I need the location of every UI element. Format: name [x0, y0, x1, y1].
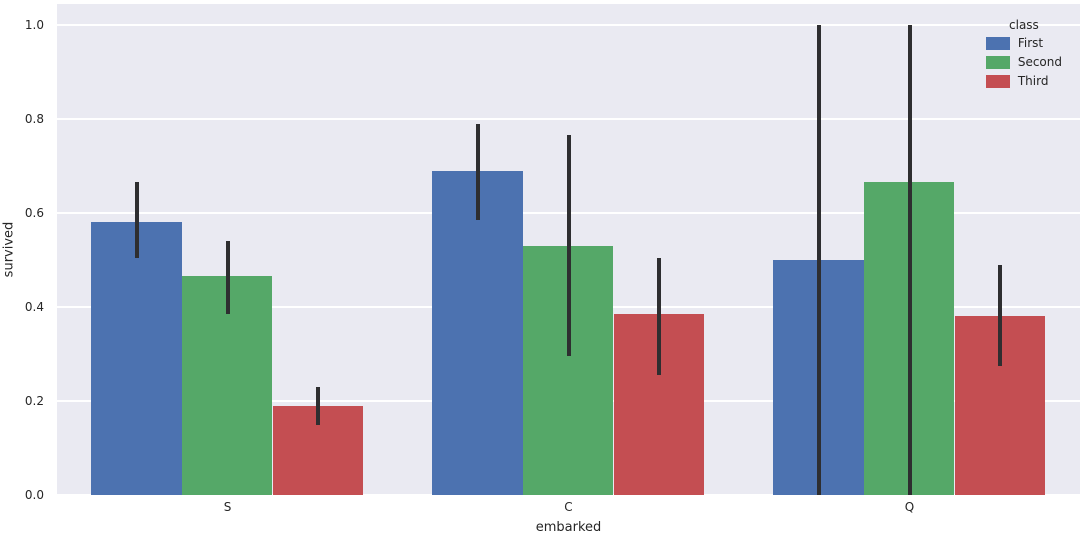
- legend: class First Second Third: [980, 16, 1068, 95]
- legend-label-third: Third: [1017, 74, 1049, 88]
- x-axis-label: embarked: [535, 520, 602, 535]
- gridline-0.0: [57, 494, 1080, 496]
- errorbar-S-third: [316, 386, 321, 425]
- errorbar-C-second: [566, 135, 571, 357]
- errorbar-C-third: [657, 257, 662, 376]
- legend-label-first: First: [1017, 36, 1044, 50]
- legend-title: class: [1009, 18, 1039, 32]
- y-tick-0.6: 0.6: [24, 206, 44, 220]
- y-tick-0.2: 0.2: [24, 394, 44, 408]
- x-tick-Q: Q: [904, 500, 915, 514]
- errorbar-Q-third: [998, 264, 1003, 366]
- errorbar-S-second: [225, 241, 230, 315]
- bar-C-first: [432, 170, 523, 495]
- y-tick-0.8: 0.8: [24, 112, 44, 126]
- errorbar-S-first: [134, 182, 139, 258]
- legend-swatch-second: [985, 55, 1010, 69]
- legend-label-second: Second: [1017, 55, 1062, 69]
- gridline-1.0: [57, 24, 1080, 26]
- gridline-0.8: [57, 118, 1080, 120]
- plot-area: class First Second Third: [57, 4, 1080, 496]
- legend-entry-third: Third: [985, 74, 1062, 88]
- y-tick-1.0: 1.0: [24, 18, 44, 32]
- legend-entries: First Second Third: [985, 36, 1062, 88]
- errorbar-Q-first: [816, 25, 821, 495]
- errorbar-Q-second: [907, 25, 912, 495]
- x-tick-C: C: [564, 500, 573, 514]
- errorbar-C-first: [475, 123, 480, 221]
- legend-swatch-first: [985, 36, 1010, 50]
- legend-swatch-third: [985, 74, 1010, 88]
- legend-entry-first: First: [985, 36, 1062, 50]
- legend-entry-second: Second: [985, 55, 1062, 69]
- y-tick-0.4: 0.4: [24, 300, 44, 314]
- y-tick-0.0: 0.0: [24, 488, 44, 502]
- x-tick-S: S: [223, 500, 232, 514]
- y-axis-tick-labels: 0.0 0.2 0.4 0.6 0.8 1.0: [0, 4, 52, 502]
- bar-S-first: [91, 222, 182, 495]
